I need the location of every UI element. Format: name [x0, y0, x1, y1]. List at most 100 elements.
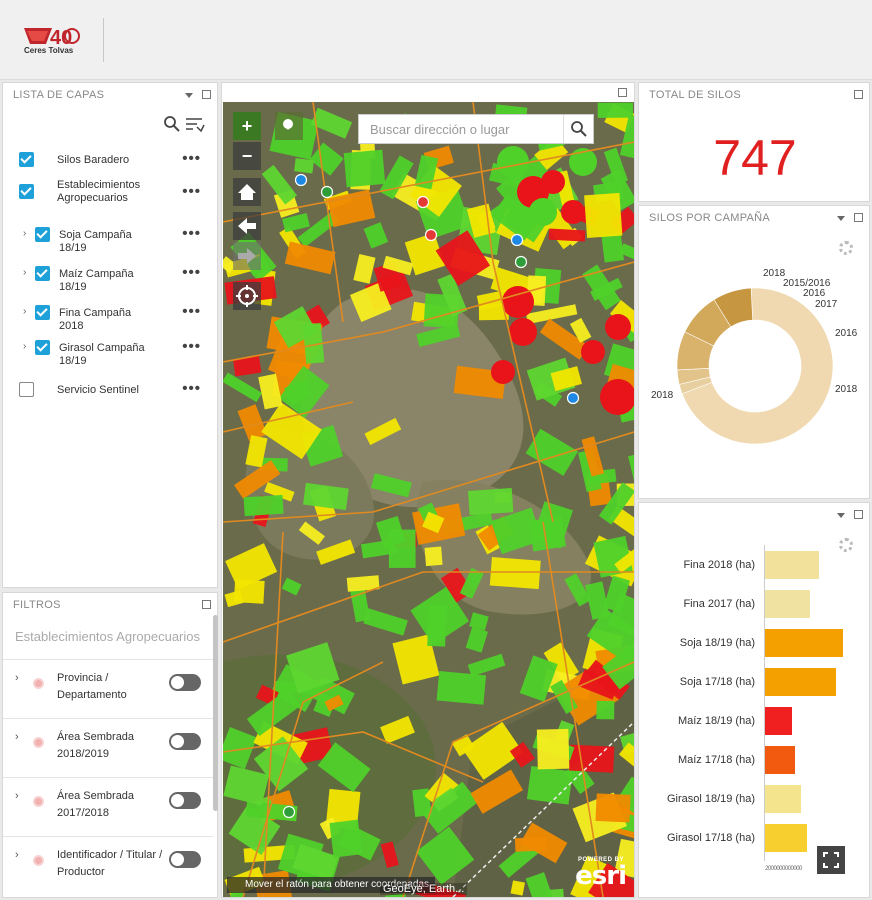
- layer-row[interactable]: Establecimientos Agropecuarios •••: [3, 179, 217, 209]
- crop-field[interactable]: [317, 742, 371, 793]
- crop-field[interactable]: [470, 769, 524, 814]
- crop-field[interactable]: [379, 155, 414, 200]
- locate-pin-button[interactable]: [275, 112, 303, 140]
- layer-checkbox[interactable]: [19, 152, 34, 167]
- crop-field[interactable]: [539, 318, 590, 360]
- filters-scrollbar[interactable]: [213, 615, 218, 811]
- filter-toggle[interactable]: [169, 733, 201, 750]
- crop-field[interactable]: [375, 516, 406, 549]
- expand-chevron-icon[interactable]: ›: [15, 672, 19, 684]
- crop-field[interactable]: [245, 801, 298, 822]
- crop-field[interactable]: [548, 228, 586, 242]
- crop-field[interactable]: [286, 642, 340, 694]
- panel-maximize-icon[interactable]: [854, 213, 863, 222]
- layer-more-options-icon[interactable]: •••: [182, 225, 201, 242]
- crop-field[interactable]: [465, 626, 488, 653]
- silo-marker-icon[interactable]: [416, 195, 430, 209]
- crop-field[interactable]: [569, 744, 615, 773]
- crop-field[interactable]: [618, 742, 634, 772]
- filter-sort-icon[interactable]: [185, 116, 205, 133]
- crop-field[interactable]: [346, 575, 380, 592]
- pivot-field[interactable]: [605, 314, 631, 340]
- fullscreen-button[interactable]: [817, 846, 845, 874]
- crop-field[interactable]: [467, 487, 514, 516]
- layer-checkbox[interactable]: [35, 266, 50, 281]
- crop-field[interactable]: [325, 788, 361, 830]
- panel-maximize-icon[interactable]: [854, 90, 863, 99]
- panel-dropdown-icon[interactable]: [837, 513, 845, 518]
- silo-marker-icon[interactable]: [294, 173, 308, 187]
- crop-field[interactable]: [550, 366, 582, 392]
- crop-field[interactable]: [261, 402, 322, 460]
- crop-field[interactable]: [278, 365, 330, 418]
- crop-field[interactable]: [510, 880, 526, 896]
- layer-more-options-icon[interactable]: •••: [182, 183, 201, 200]
- crop-field[interactable]: [350, 588, 371, 623]
- crop-field[interactable]: [435, 230, 491, 286]
- crop-field[interactable]: [431, 787, 459, 812]
- filter-row[interactable]: › Identificador / Titular / Productor: [3, 836, 213, 894]
- panel-dropdown-icon[interactable]: [185, 93, 193, 98]
- crop-field[interactable]: [223, 372, 262, 403]
- crop-field[interactable]: [469, 612, 489, 631]
- layer-more-options-icon[interactable]: •••: [182, 150, 201, 167]
- crop-field[interactable]: [329, 819, 363, 858]
- crop-field[interactable]: [462, 721, 524, 780]
- crop-field[interactable]: [577, 669, 620, 700]
- crop-field[interactable]: [609, 299, 634, 338]
- crop-field[interactable]: [619, 114, 634, 162]
- search-icon[interactable]: [163, 115, 181, 133]
- crop-field[interactable]: [310, 107, 353, 139]
- layer-more-options-icon[interactable]: •••: [182, 338, 201, 355]
- crop-field[interactable]: [596, 700, 615, 720]
- esri-logo[interactable]: esri: [575, 861, 627, 891]
- crop-field[interactable]: [564, 573, 591, 607]
- crop-field[interactable]: [410, 586, 470, 645]
- pivot-field[interactable]: [561, 200, 585, 224]
- crop-field[interactable]: [363, 608, 408, 636]
- silo-marker-icon[interactable]: [282, 805, 296, 819]
- crop-field[interactable]: [273, 306, 318, 349]
- layer-row[interactable]: › Soja Campaña 18/19 •••: [3, 220, 217, 254]
- expand-chevron-icon[interactable]: ›: [23, 306, 27, 317]
- layer-row[interactable]: Silos Baradero •••: [3, 145, 217, 175]
- crop-field[interactable]: [404, 232, 446, 276]
- crop-field[interactable]: [489, 557, 541, 590]
- silo-marker-icon[interactable]: [510, 233, 524, 247]
- filter-toggle[interactable]: [169, 851, 201, 868]
- my-location-button[interactable]: [233, 282, 261, 310]
- layer-row[interactable]: › Fina Campaña 2018 •••: [3, 298, 217, 332]
- layer-checkbox[interactable]: [35, 340, 50, 355]
- pivot-field[interactable]: [569, 148, 597, 176]
- crop-field[interactable]: [585, 581, 610, 620]
- previous-extent-button[interactable]: [233, 212, 261, 240]
- crop-field[interactable]: [284, 241, 336, 275]
- crop-field[interactable]: [422, 781, 479, 834]
- crop-field[interactable]: [528, 515, 567, 552]
- crop-field[interactable]: [324, 694, 344, 712]
- crop-field[interactable]: [292, 843, 339, 881]
- expand-chevron-icon[interactable]: ›: [15, 790, 19, 802]
- zoom-in-button[interactable]: +: [233, 112, 261, 140]
- crop-field[interactable]: [569, 317, 592, 343]
- crop-field[interactable]: [600, 168, 634, 212]
- crop-field[interactable]: [416, 323, 461, 348]
- silo-marker-icon[interactable]: [566, 391, 580, 405]
- panel-maximize-icon[interactable]: [202, 90, 211, 99]
- filter-toggle[interactable]: [169, 674, 201, 691]
- crop-field[interactable]: [237, 404, 268, 442]
- panel-dropdown-icon[interactable]: [837, 216, 845, 221]
- crop-field[interactable]: [353, 254, 376, 284]
- expand-chevron-icon[interactable]: ›: [23, 228, 27, 239]
- crop-field[interactable]: [294, 158, 314, 174]
- silo-marker-icon[interactable]: [320, 185, 334, 199]
- layer-checkbox[interactable]: [19, 382, 34, 397]
- address-search-input[interactable]: [359, 115, 563, 143]
- crop-field[interactable]: [595, 793, 631, 823]
- crop-field[interactable]: [349, 282, 392, 323]
- crop-field[interactable]: [363, 222, 389, 249]
- crop-field[interactable]: [519, 655, 558, 702]
- expand-chevron-icon[interactable]: ›: [15, 731, 19, 743]
- crop-field[interactable]: [223, 256, 237, 274]
- crop-field[interactable]: [615, 776, 634, 825]
